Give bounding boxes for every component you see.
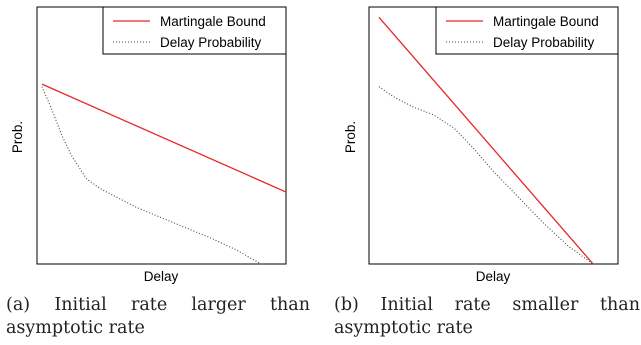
legend-b: Martingale Bound Delay Probability (435, 6, 619, 55)
legend-label-delay-b: Delay Probability (493, 35, 595, 50)
legend-label-martingale-b: Martingale Bound (493, 14, 599, 29)
legend-label-delay-a: Delay Probability (160, 35, 262, 50)
caption-a: (a) Initial rate larger than asymptotic … (6, 295, 310, 338)
caption-b: (b) Initial rate smaller than asymptotic… (334, 295, 640, 338)
series-line-martingale-bound-a (41, 83, 287, 193)
series-lines-a (41, 83, 287, 265)
legend-label-martingale-a: Martingale Bound (160, 14, 266, 29)
series-line-martingale-bound-b (378, 16, 594, 265)
series-lines-b (378, 16, 594, 265)
x-axis-label-a: Delay (144, 269, 179, 284)
chart-panel-b: Martingale Bound Delay Probability Delay… (343, 6, 619, 284)
y-axis-label-a: Prob. (10, 121, 25, 153)
series-line-delay-probability-b (378, 86, 594, 265)
legend-box-b (435, 6, 619, 55)
chart-panel-a: Martingale Bound Delay Probability Delay… (10, 6, 287, 284)
x-axis-label-b: Delay (476, 269, 511, 284)
y-axis-label-b: Prob. (343, 121, 358, 153)
legend-a: Martingale Bound Delay Probability (102, 6, 287, 55)
series-line-delay-probability-a (41, 86, 262, 265)
legend-box-a (102, 6, 287, 55)
